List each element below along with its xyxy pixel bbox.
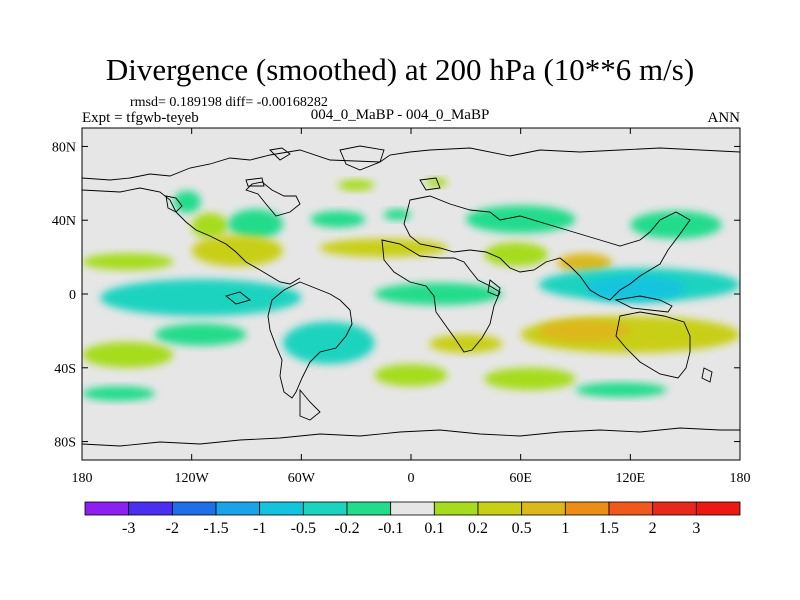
chart-title: Divergence (smoothed) at 200 hPa (10**6 … [105, 52, 695, 87]
field-region-23 [429, 334, 503, 354]
colorbar-swatch-4 [259, 501, 304, 516]
colorbar-label: -1 [253, 520, 266, 537]
colorbar-swatch-5 [302, 501, 348, 516]
colorbar-label: 0.1 [424, 520, 444, 537]
field-region-19 [538, 319, 631, 342]
colorbar-swatch-9 [477, 501, 523, 516]
x-tick-label: 60E [509, 471, 532, 486]
field-region-4 [228, 209, 284, 239]
colorbar-label: -0.2 [334, 520, 359, 537]
colorbar-swatch-14 [695, 501, 741, 516]
colorbar-label: 2 [649, 520, 657, 537]
field-region-1 [425, 177, 448, 188]
colorbar-swatch-0 [84, 501, 130, 516]
field-region-9 [82, 253, 174, 271]
y-tick-label: 40N [52, 214, 76, 229]
x-tick-label: 120E [616, 471, 646, 486]
field-region-10 [191, 234, 284, 267]
field-region-14 [100, 279, 302, 317]
colorbar-swatch-2 [171, 501, 217, 516]
colorbar-swatch-11 [564, 501, 610, 516]
colorbar-swatch-7 [390, 501, 435, 516]
colorbar-label: 0.5 [512, 520, 532, 537]
colorbar-swatch-3 [215, 501, 261, 516]
field-region-24 [374, 364, 448, 387]
field-region-7 [465, 205, 576, 234]
field-region-22 [82, 341, 174, 368]
case-label: 004_0_MaBP - 004_0_MaBP [310, 107, 490, 123]
y-tick-label: 80N [52, 140, 76, 155]
colorbar-swatch-8 [433, 501, 479, 516]
x-tick-label: 180 [730, 471, 751, 486]
y-axis-labels: 80N 40N 0 40S 80S [52, 140, 76, 450]
field-region-3 [191, 212, 229, 239]
season-label: ANN [707, 110, 741, 126]
x-tick-label: 0 [408, 471, 415, 486]
field-region-26 [82, 386, 156, 401]
field-region-27 [575, 382, 667, 398]
coastlines [82, 145, 740, 447]
colorbar-label: 1.5 [599, 520, 619, 537]
field-region-6 [383, 209, 411, 221]
experiment-label: Expt = tfgwb-teyeb [82, 110, 199, 126]
field-region-2 [173, 190, 201, 213]
x-tick-label: 120W [175, 471, 210, 486]
field-region-25 [484, 367, 576, 390]
field-region-21 [283, 321, 375, 365]
colorbar-swatch-12 [608, 501, 654, 516]
colorbar-label: -3 [122, 520, 135, 537]
contour-fields [82, 177, 740, 401]
field-region-20 [155, 323, 247, 346]
colorbar-label: 1 [561, 520, 569, 537]
colorbar-swatch-6 [346, 501, 392, 516]
colorbar-label: 0.2 [468, 520, 488, 537]
colorbar: -3 -2 -1.5 -1 -0.5 -0.2 -0.1 0.1 0.2 0.5 1 1.5 2 3 [84, 501, 741, 537]
colorbar-swatch-1 [128, 501, 173, 516]
colorbar-label: -0.5 [291, 520, 316, 537]
field-region-11 [319, 238, 448, 258]
y-tick-label: 80S [54, 436, 76, 451]
x-axis-labels: 180 120W 60W 0 60E 120E 180 [72, 471, 751, 486]
x-tick-label: 180 [72, 471, 93, 486]
x-tick-label: 60W [288, 471, 316, 486]
colorbar-swatch-10 [521, 501, 566, 516]
stats-label: rmsd= 0.189198 diff= -0.00168282 [130, 95, 328, 110]
y-tick-label: 0 [69, 288, 76, 303]
field-region-12 [484, 242, 549, 267]
y-tick-label: 40S [54, 362, 76, 377]
colorbar-label: -1.5 [203, 520, 228, 537]
field-region-8 [630, 211, 722, 239]
colorbar-label: -0.1 [378, 520, 403, 537]
axis-ticks [81, 128, 741, 460]
colorbar-label: 3 [692, 520, 700, 537]
field-region-5 [310, 211, 366, 228]
colorbar-swatch-13 [652, 501, 697, 516]
colorbar-label: -2 [166, 520, 179, 537]
field-region-17 [584, 275, 686, 302]
field-region-15 [374, 282, 503, 306]
field-region-0 [337, 179, 375, 191]
